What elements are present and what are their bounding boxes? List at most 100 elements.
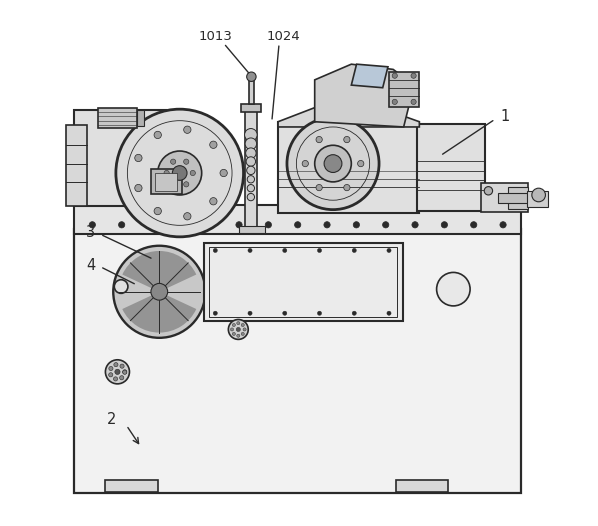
Polygon shape	[351, 64, 388, 88]
Circle shape	[232, 323, 236, 327]
Circle shape	[109, 373, 113, 377]
Circle shape	[114, 362, 118, 367]
Text: 1013: 1013	[199, 31, 232, 44]
Circle shape	[237, 334, 240, 337]
Circle shape	[532, 188, 545, 202]
Circle shape	[114, 280, 128, 294]
Circle shape	[184, 181, 189, 187]
Circle shape	[411, 99, 416, 105]
Circle shape	[324, 155, 342, 173]
Circle shape	[213, 248, 218, 252]
Bar	[396, 480, 448, 492]
Circle shape	[316, 185, 322, 191]
Bar	[508, 187, 528, 209]
Circle shape	[170, 159, 176, 164]
Circle shape	[210, 198, 217, 205]
Circle shape	[247, 194, 255, 201]
Circle shape	[245, 128, 257, 141]
Circle shape	[154, 207, 161, 215]
Bar	[389, 72, 419, 107]
Bar	[155, 173, 177, 191]
Bar	[97, 108, 137, 128]
Circle shape	[353, 221, 359, 228]
Bar	[527, 191, 548, 207]
Bar	[74, 110, 166, 207]
Circle shape	[241, 332, 245, 336]
Circle shape	[236, 221, 242, 228]
Circle shape	[89, 221, 96, 228]
Circle shape	[412, 221, 418, 228]
Circle shape	[246, 157, 255, 166]
Circle shape	[500, 221, 506, 228]
Circle shape	[241, 323, 245, 327]
Circle shape	[230, 328, 234, 331]
Circle shape	[206, 221, 213, 228]
Polygon shape	[315, 64, 414, 127]
Circle shape	[411, 73, 416, 78]
Circle shape	[236, 327, 240, 331]
Circle shape	[471, 221, 477, 228]
Circle shape	[158, 151, 202, 195]
Circle shape	[118, 221, 125, 228]
Circle shape	[228, 319, 248, 339]
Circle shape	[245, 138, 257, 149]
Circle shape	[232, 332, 236, 336]
Circle shape	[114, 377, 118, 381]
Wedge shape	[123, 292, 196, 332]
Circle shape	[248, 311, 252, 315]
Circle shape	[437, 272, 470, 306]
Circle shape	[484, 187, 493, 195]
Circle shape	[266, 221, 271, 228]
Circle shape	[116, 109, 243, 237]
Circle shape	[105, 360, 130, 384]
Circle shape	[154, 132, 161, 139]
Circle shape	[352, 248, 356, 252]
Bar	[278, 122, 419, 214]
Circle shape	[247, 176, 255, 183]
Circle shape	[318, 311, 322, 315]
Circle shape	[247, 185, 255, 192]
Circle shape	[190, 170, 196, 176]
Circle shape	[247, 166, 255, 175]
Circle shape	[283, 248, 287, 252]
Circle shape	[358, 160, 364, 167]
Circle shape	[210, 141, 217, 148]
Bar	[498, 193, 529, 204]
Bar	[105, 480, 158, 492]
Circle shape	[392, 73, 397, 78]
Circle shape	[243, 328, 246, 331]
Circle shape	[135, 185, 142, 191]
Circle shape	[151, 284, 167, 300]
Circle shape	[184, 126, 191, 134]
Polygon shape	[278, 96, 419, 127]
Bar	[249, 79, 254, 104]
Circle shape	[392, 99, 397, 105]
Circle shape	[172, 166, 187, 180]
Bar	[151, 169, 182, 194]
Text: 1: 1	[500, 109, 509, 124]
Circle shape	[315, 145, 351, 182]
Circle shape	[302, 160, 309, 167]
Circle shape	[295, 221, 301, 228]
Bar	[204, 243, 402, 320]
Bar	[137, 110, 144, 126]
Circle shape	[237, 321, 240, 325]
Circle shape	[283, 311, 287, 315]
Circle shape	[164, 170, 169, 176]
Circle shape	[318, 248, 322, 252]
Bar	[74, 229, 521, 493]
Circle shape	[123, 370, 127, 375]
Circle shape	[109, 367, 113, 371]
Bar	[481, 183, 528, 212]
Circle shape	[170, 181, 176, 187]
Circle shape	[113, 246, 205, 338]
Text: 1024: 1024	[267, 31, 300, 44]
Circle shape	[148, 221, 154, 228]
Circle shape	[115, 369, 120, 375]
Circle shape	[135, 154, 142, 161]
Circle shape	[387, 311, 391, 315]
Bar	[66, 125, 87, 207]
Circle shape	[287, 117, 379, 210]
Bar	[245, 109, 257, 231]
Bar	[417, 124, 485, 211]
